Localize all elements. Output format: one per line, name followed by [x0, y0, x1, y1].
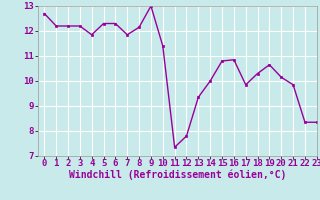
X-axis label: Windchill (Refroidissement éolien,°C): Windchill (Refroidissement éolien,°C)	[69, 169, 286, 180]
